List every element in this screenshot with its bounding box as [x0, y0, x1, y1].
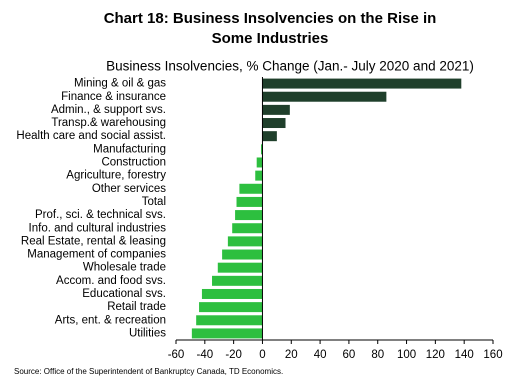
- chart-title: Chart 18: Business Insolvencies on the R…: [104, 10, 437, 27]
- category-label: Educational svs.: [82, 288, 166, 300]
- x-tick-label: 60: [343, 349, 356, 361]
- bar: [236, 196, 263, 207]
- category-label: Agriculture, forestry: [66, 170, 166, 182]
- bar: [212, 275, 263, 286]
- bar: [262, 104, 290, 115]
- bar: [227, 236, 263, 247]
- bar: [262, 91, 387, 102]
- bar: [235, 210, 263, 221]
- category-label: Prof., sci. & technical svs.: [35, 209, 166, 221]
- bar: [232, 223, 263, 234]
- category-label: Admin., & support svs.: [51, 104, 166, 116]
- bar: [255, 170, 263, 181]
- category-label: Health care and social assist.: [16, 130, 166, 142]
- x-tick-label: 40: [314, 349, 327, 361]
- category-label: Transp.& warehousing: [51, 117, 166, 129]
- category-label: Retail trade: [107, 301, 166, 313]
- x-tick-label: 20: [285, 349, 298, 361]
- x-tick-label: 80: [371, 349, 384, 361]
- x-tick-label: 0: [259, 349, 265, 361]
- category-label: Arts, ent. & recreation: [55, 314, 166, 326]
- category-label: Total: [142, 196, 166, 208]
- category-label: Info. and cultural industries: [29, 222, 167, 234]
- bar: [199, 302, 263, 313]
- x-tick-label: 140: [455, 349, 474, 361]
- x-tick-label: 100: [397, 349, 416, 361]
- x-tick-label: 160: [483, 349, 502, 361]
- bar: [217, 262, 263, 273]
- category-label: Finance & insurance: [61, 91, 166, 103]
- chart-title: Some Industries: [212, 30, 329, 47]
- bar: [222, 249, 263, 260]
- bar: [196, 315, 263, 326]
- category-label: Real Estate, rental & leasing: [21, 235, 166, 247]
- x-tick-label: -20: [225, 349, 242, 361]
- bar: [262, 118, 286, 129]
- category-label: Accom. and food svs.: [56, 275, 166, 287]
- bar: [256, 157, 263, 168]
- category-label: Other services: [92, 183, 166, 195]
- source-note: Source: Office of the Superintendent of …: [14, 367, 283, 376]
- bar: [262, 131, 277, 142]
- category-label: Mining & oil & gas: [74, 78, 166, 90]
- bar: [261, 144, 263, 155]
- category-label: Manufacturing: [93, 143, 166, 155]
- bar: [262, 78, 462, 89]
- chart-subtitle: Business Insolvencies, % Change (Jan.- J…: [106, 59, 474, 74]
- category-label: Management of companies: [27, 249, 166, 261]
- category-label: Construction: [101, 157, 166, 169]
- x-tick-label: -40: [197, 349, 214, 361]
- x-tick-label: -60: [168, 349, 185, 361]
- x-tick-label: 120: [426, 349, 445, 361]
- bar: [201, 288, 263, 299]
- category-label: Utilities: [129, 327, 166, 339]
- bar: [191, 328, 263, 339]
- category-label: Wholesale trade: [83, 262, 166, 274]
- bar: [239, 183, 263, 194]
